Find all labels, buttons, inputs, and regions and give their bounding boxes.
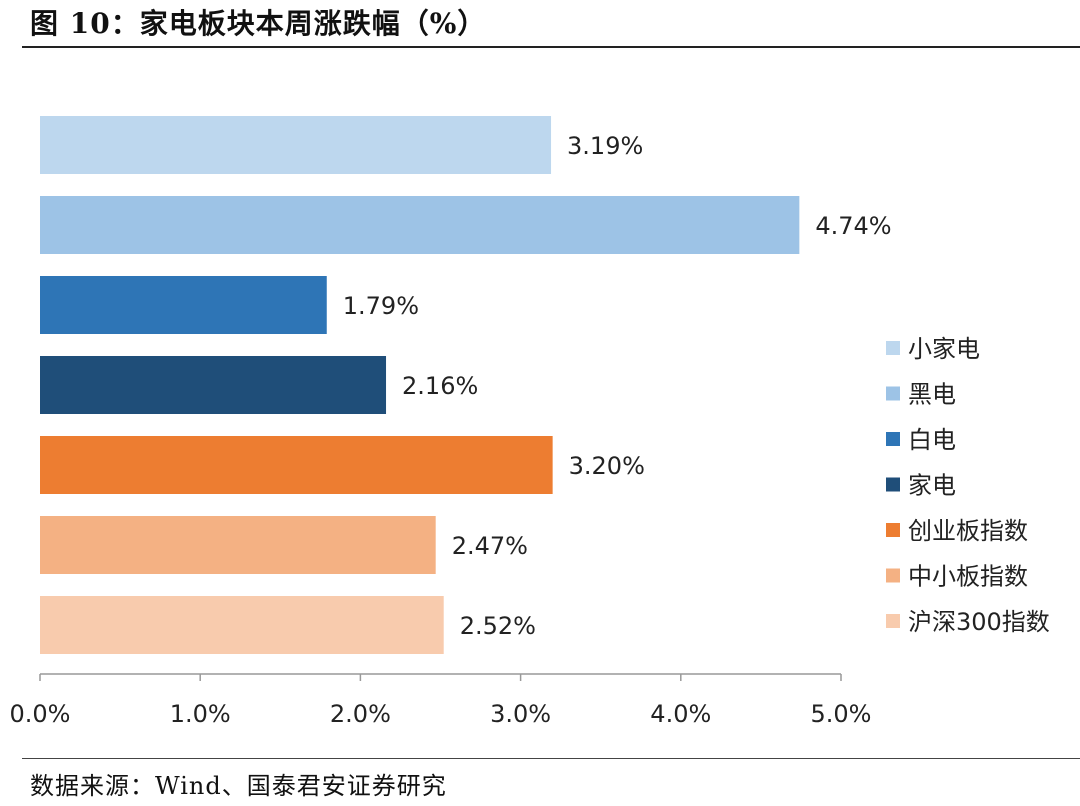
data-label-7: 2.52%	[460, 612, 536, 640]
bar-2	[40, 196, 800, 254]
bar-chart: 3.19% 4.74% 1.79% 2.16% 3.20% 2.47% 2.52% 0.0%…	[10, 116, 1050, 728]
bar-1	[40, 116, 552, 174]
data-label-1: 3.19%	[567, 132, 643, 160]
x-tick-label: 5.0%	[811, 700, 872, 728]
x-tick-label: 3.0%	[490, 700, 551, 728]
legend-label-5: 创业板指数	[908, 517, 1028, 545]
figure-title: 图 10：家电板块本周涨跌幅（%）	[30, 7, 487, 40]
bar-5	[40, 436, 553, 494]
bars-group	[40, 116, 800, 654]
data-label-6: 2.47%	[452, 532, 528, 560]
x-tick-label: 0.0%	[10, 700, 71, 728]
x-tick-label: 4.0%	[650, 700, 711, 728]
data-label-2: 4.74%	[815, 212, 891, 240]
legend-swatch-1	[886, 341, 900, 355]
legend-label-1: 小家电	[908, 335, 980, 363]
data-labels-group: 3.19% 4.74% 1.79% 2.16% 3.20% 2.47% 2.52%	[343, 132, 892, 640]
legend-swatch-2	[886, 386, 900, 401]
data-label-5: 3.20%	[569, 452, 645, 480]
legend-label-3: 白电	[908, 426, 956, 454]
bar-3	[40, 276, 327, 334]
legend-label-4: 家电	[908, 472, 956, 500]
title-rule	[22, 46, 1080, 48]
legend-swatch-6	[886, 568, 900, 583]
x-tick-label: 2.0%	[330, 700, 391, 728]
bar-4	[40, 356, 387, 414]
data-label-3: 1.79%	[343, 292, 419, 320]
legend-swatch-7	[886, 614, 900, 628]
legend-swatch-3	[886, 432, 900, 446]
source-rule	[22, 758, 1080, 759]
legend-label-7: 沪深300指数	[908, 608, 1050, 636]
x-axis: 0.0% 1.0% 2.0% 3.0% 4.0% 5.0%	[10, 673, 872, 728]
legend-swatch-5	[886, 523, 900, 537]
source-note: 数据来源：Wind、国泰君安证券研究	[30, 772, 447, 800]
data-label-4: 2.16%	[402, 372, 478, 400]
legend-label-2: 黑电	[908, 381, 956, 409]
legend-label-6: 中小板指数	[908, 563, 1028, 591]
bar-6	[40, 516, 436, 574]
x-tick-label: 1.0%	[170, 700, 231, 728]
legend-swatch-4	[886, 477, 900, 492]
bar-7	[40, 596, 444, 654]
